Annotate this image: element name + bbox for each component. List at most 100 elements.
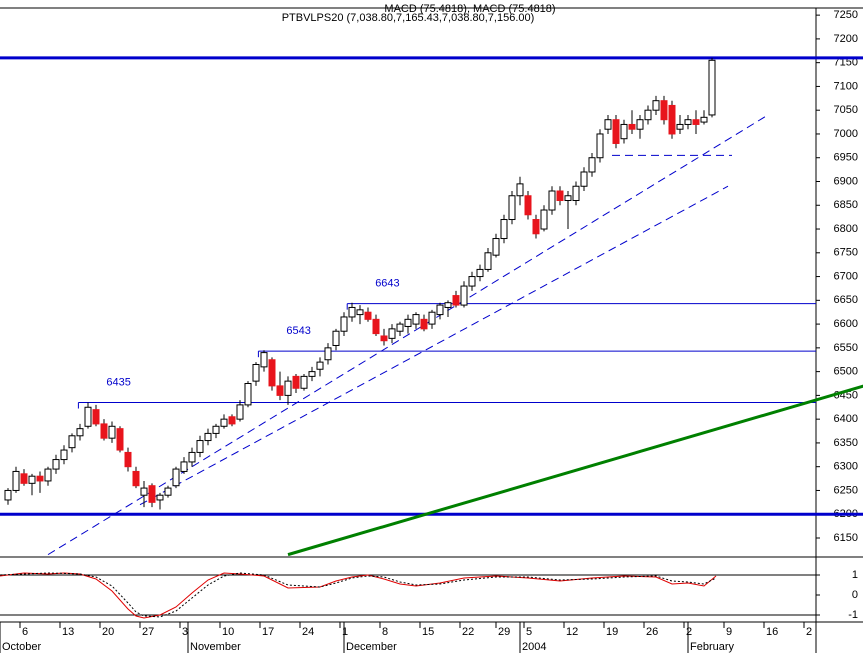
y-tick-label: 6650	[834, 294, 858, 306]
candle-body	[332, 330, 340, 346]
candle-body	[124, 451, 132, 468]
candle-body	[492, 238, 500, 256]
y-tick-label: 6250	[834, 484, 858, 496]
y-tick-label: 6350	[834, 437, 858, 449]
x-tick-label: 3	[182, 626, 188, 638]
support-label: 6543	[286, 325, 310, 337]
candle-body	[308, 371, 316, 377]
candle-body	[612, 119, 620, 144]
candle-body	[156, 494, 164, 501]
candle-body	[116, 428, 124, 451]
candle-body	[252, 363, 260, 382]
indicator-y-tick-label: 1	[852, 569, 858, 581]
y-tick-label: 6700	[834, 270, 858, 282]
candle-body	[188, 451, 196, 463]
candle-body	[388, 328, 396, 339]
y-tick-label: 7250	[834, 9, 858, 21]
candle-body	[76, 428, 84, 437]
y-tick-label: 6750	[834, 247, 858, 259]
candle-body	[212, 425, 220, 434]
x-tick-label: 22	[462, 626, 474, 638]
candle-body	[476, 268, 484, 278]
x-tick-label: 20	[102, 626, 114, 638]
candle-body	[420, 318, 428, 330]
support-label: 6643	[375, 278, 399, 290]
candle-body	[404, 318, 412, 327]
candle-body	[524, 195, 532, 216]
x-tick-label: 15	[422, 626, 434, 638]
candle-body	[588, 157, 596, 173]
candle-body	[460, 285, 468, 306]
candle-body	[564, 195, 572, 202]
candle-body	[700, 116, 708, 123]
y-tick-label: 6950	[834, 152, 858, 164]
candle-body	[228, 416, 236, 425]
candle-body	[684, 119, 692, 125]
x-tick-label: 1	[342, 626, 348, 638]
candle-body	[204, 432, 212, 442]
indicator-line	[0, 572, 717, 618]
candle-body	[500, 219, 508, 240]
candle-body	[412, 314, 420, 325]
candle-body	[508, 195, 516, 221]
support-label: 6435	[106, 376, 130, 388]
y-tick-label: 6600	[834, 318, 858, 330]
trend-line	[139, 185, 729, 506]
candle-body	[316, 361, 324, 370]
candle-body	[236, 404, 244, 420]
y-tick-label: 7200	[834, 33, 858, 45]
indicator-title: MACD (75.4818), MACD (75.4818)	[384, 3, 555, 15]
candle-body	[484, 252, 492, 270]
candle-body	[196, 440, 204, 453]
candle-body	[668, 104, 676, 135]
candle-body	[172, 468, 180, 487]
y-tick-label: 6850	[834, 199, 858, 211]
x-tick-label: 8	[382, 626, 388, 638]
candle-body	[604, 119, 612, 130]
x-tick-label: 6	[22, 626, 28, 638]
x-tick-label: 13	[62, 626, 74, 638]
candle-body	[68, 435, 76, 449]
month-label: 2004	[522, 641, 546, 653]
y-tick-label: 7150	[834, 57, 858, 69]
candle-body	[540, 209, 548, 230]
candle-body	[644, 109, 652, 121]
candle-body	[60, 449, 68, 461]
candle-body	[276, 385, 284, 396]
candle-body	[396, 323, 404, 332]
candle-body	[596, 133, 604, 159]
x-tick-label: 2	[686, 626, 692, 638]
indicator-y-tick-label: -1	[848, 609, 858, 621]
candle-body	[676, 123, 684, 130]
x-tick-label: 9	[726, 626, 732, 638]
y-tick-label: 7050	[834, 104, 858, 116]
candle-body	[380, 335, 388, 342]
candle-body	[660, 100, 668, 121]
candle-body	[12, 470, 20, 491]
x-tick-label: 26	[646, 626, 658, 638]
y-tick-label: 6150	[834, 532, 858, 544]
candle-body	[84, 406, 92, 427]
candle-body	[108, 425, 116, 439]
x-tick-label: 5	[526, 626, 532, 638]
candle-body	[572, 185, 580, 202]
candle-body	[468, 276, 476, 287]
month-label: November	[190, 641, 241, 653]
month-label: December	[346, 641, 397, 653]
x-tick-label: 16	[766, 626, 778, 638]
candle-body	[92, 409, 100, 425]
month-label: October	[2, 641, 41, 653]
candle-body	[28, 475, 36, 484]
y-tick-label: 6300	[834, 461, 858, 473]
candle-body	[348, 306, 356, 318]
candle-body	[44, 468, 52, 482]
candle-body	[580, 171, 588, 187]
indicator-y-tick-label: 0	[852, 589, 858, 601]
candle-body	[340, 316, 348, 332]
candle-body	[364, 311, 372, 320]
candle-body	[636, 119, 644, 130]
candle-body	[300, 375, 308, 389]
candle-body	[444, 302, 452, 308]
candle-body	[140, 487, 148, 496]
y-tick-label: 6500	[834, 366, 858, 378]
